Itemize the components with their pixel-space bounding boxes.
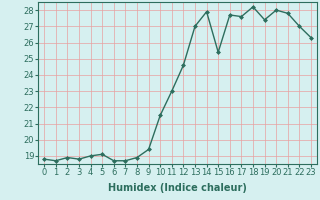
X-axis label: Humidex (Indice chaleur): Humidex (Indice chaleur) [108, 183, 247, 193]
